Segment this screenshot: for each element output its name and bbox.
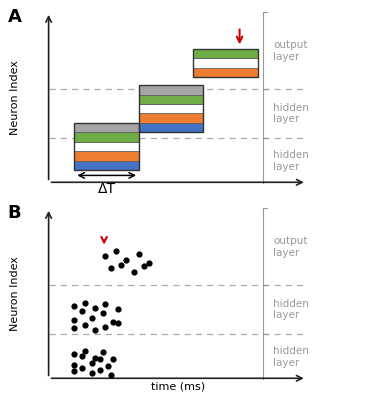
Text: hidden
layer: hidden layer [273, 299, 309, 320]
Text: Neuron Index: Neuron Index [10, 256, 20, 332]
Point [79, 308, 85, 314]
Point [79, 365, 85, 371]
Point [108, 372, 114, 378]
Point [102, 253, 108, 259]
Point [92, 304, 98, 311]
Bar [74, 123, 139, 170]
Point [102, 324, 108, 330]
Point [108, 265, 114, 271]
Bar [139, 114, 203, 123]
Bar [74, 123, 139, 132]
Point [71, 325, 77, 332]
Point [71, 303, 77, 309]
Point [71, 368, 77, 374]
Point [123, 256, 129, 263]
Point [97, 356, 103, 362]
Bar [193, 58, 258, 68]
Text: ΔT: ΔT [98, 182, 116, 196]
Text: hidden
layer: hidden layer [273, 150, 309, 172]
Point [146, 260, 152, 266]
Text: hidden
layer: hidden layer [273, 103, 309, 124]
Bar [139, 85, 203, 132]
Point [82, 299, 88, 306]
Point [113, 248, 119, 254]
Point [89, 370, 95, 376]
Point [136, 251, 142, 258]
Bar [74, 161, 139, 170]
Point [71, 361, 77, 368]
Point [92, 327, 98, 333]
Point [131, 268, 137, 275]
Bar [139, 85, 203, 94]
Point [141, 263, 147, 270]
Point [115, 306, 121, 313]
Point [97, 366, 103, 373]
Point [118, 262, 124, 268]
Text: Neuron Index: Neuron Index [10, 60, 20, 136]
Point [71, 317, 77, 323]
Point [110, 356, 116, 362]
Point [100, 310, 106, 316]
Point [105, 363, 111, 370]
Text: output
layer: output layer [273, 40, 308, 62]
Point [92, 354, 98, 361]
Bar [193, 68, 258, 77]
Bar [193, 49, 258, 58]
Point [82, 348, 88, 354]
Point [102, 301, 108, 308]
Bar [139, 123, 203, 132]
Bar [74, 142, 139, 151]
Bar [139, 94, 203, 104]
Point [89, 315, 95, 321]
Bar [139, 104, 203, 114]
Point [100, 349, 106, 356]
Point [110, 318, 116, 325]
Point [115, 320, 121, 326]
Text: output
layer: output layer [273, 236, 308, 258]
Text: time (ms): time (ms) [151, 382, 205, 392]
Bar [74, 151, 139, 161]
Bar [74, 132, 139, 142]
Text: B: B [7, 204, 21, 222]
Point [79, 353, 85, 359]
Bar [193, 49, 258, 77]
Point [82, 322, 88, 328]
Point [89, 360, 95, 366]
Text: hidden
layer: hidden layer [273, 346, 309, 368]
Point [71, 351, 77, 358]
Text: A: A [7, 8, 21, 26]
